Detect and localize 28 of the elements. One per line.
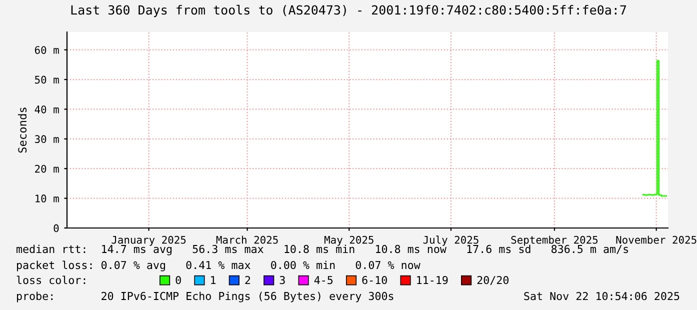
y-tick-label: 30 m [34,135,59,144]
y-tick-label: 20 m [35,164,59,173]
legend-label: 0 [176,276,181,284]
y-tick-label: 10 m [36,194,59,202]
x-tick-label: January 2025 [112,236,186,246]
y-tick-label: 0 [54,224,59,232]
text: Sat Nov 22 10:54:06 2025 [524,292,680,300]
x-tick-label: November 2025 [616,236,696,244]
text: median rtt: 14.7 ms avg 56.3 ms max 10.8 ms min 10.8 ms now 17.6 ms sd 836.5 m am/s [16,244,628,256]
chart-title: Last 360 Days from tools to (AS20473) - 2001:19f0:7402:c80:5400:5ff:fe0a:7 [71,4,626,18]
y-axis-title: Seconds [18,108,27,153]
y-tick-label: 50 m [35,76,59,84]
x-tick-label: May 2025 [324,236,374,246]
text: probe: 20 IPv6-ICMP Echo Pings (56 Bytes) every 300s [17,292,394,302]
legend-label: 6-10 [362,276,387,284]
legend-label: 4-5 [314,276,333,284]
legend-label: 20/20 [477,276,509,286]
legend-label: 2 [245,276,250,284]
y-tick-label: 40 m [34,105,59,114]
legend-label: 1 [211,276,216,284]
y-tick-label: 60 m [34,46,59,54]
x-tick-label: March 2025 [216,236,278,244]
legend-label: 3 [280,276,285,284]
legend-label: 11-19 [417,276,448,284]
legend-title: loss color: [16,276,86,284]
x-tick-label: September 2025 [511,236,598,246]
text: packet loss: 0.07 % avg 0.41 % max 0.00 % min 0.07 % now [17,260,420,272]
x-tick-label: July 2025 [423,236,478,246]
